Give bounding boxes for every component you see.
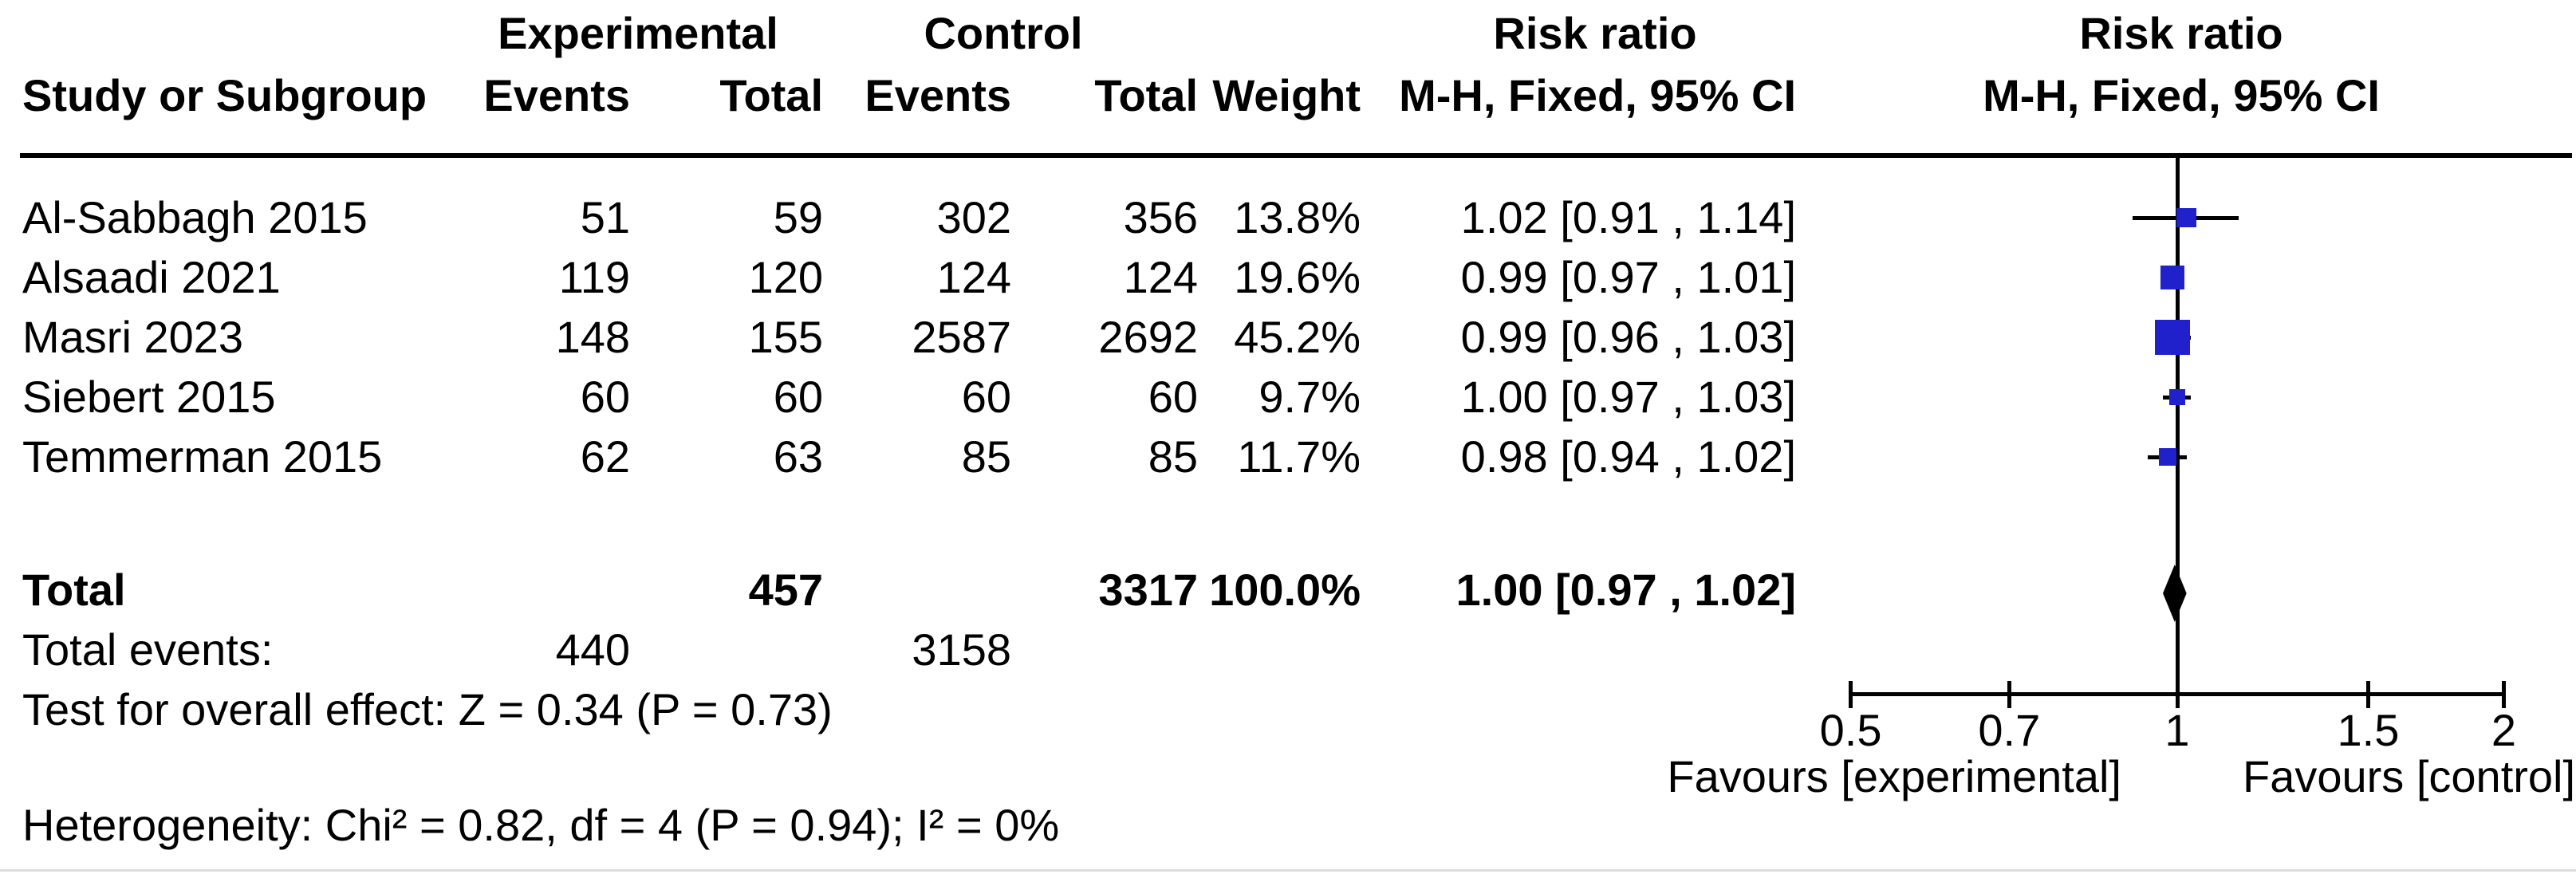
header-group-control: Control xyxy=(924,8,1083,58)
header-ctrl-events: Events xyxy=(865,70,1011,120)
study-ctrl-events: 2587 xyxy=(912,312,1011,362)
header-exp-events: Events xyxy=(483,70,630,120)
total-events-exp: 440 xyxy=(555,624,630,675)
bottom-rule xyxy=(0,869,2576,872)
axis-tick xyxy=(1849,681,1853,708)
no-effect-line xyxy=(2176,158,2180,695)
header-risk-ratio-plot: Risk ratio xyxy=(2079,8,2283,58)
favours-control-label: Favours [control] xyxy=(2243,751,2576,801)
axis-tick-label: 2 xyxy=(2491,705,2516,755)
study-exp-total: 59 xyxy=(773,192,823,242)
study-ctrl-events: 124 xyxy=(936,252,1011,302)
total-ctrl-total: 3317 xyxy=(1098,565,1198,615)
header-study-or-subgroup: Study or Subgroup xyxy=(22,70,427,120)
study-ctrl-total: 60 xyxy=(1148,372,1198,422)
header-weight: Weight xyxy=(1212,70,1361,120)
study-ctrl-total: 2692 xyxy=(1098,312,1198,362)
study-weight: 45.2% xyxy=(1234,312,1361,362)
axis-tick xyxy=(2365,681,2370,708)
study-weight: 13.8% xyxy=(1234,192,1361,242)
study-ctrl-total: 124 xyxy=(1123,252,1198,302)
effect-square xyxy=(2158,447,2177,467)
study-exp-events: 62 xyxy=(580,431,630,482)
effect-square xyxy=(2160,266,2184,289)
header-method-plot: M-H, Fixed, 95% CI xyxy=(1983,70,2380,120)
effect-square xyxy=(2176,207,2196,228)
study-weight: 9.7% xyxy=(1258,372,1361,422)
header-group-experimental: Experimental xyxy=(498,8,778,58)
study-name: Al-Sabbagh 2015 xyxy=(22,192,368,242)
effect-square xyxy=(2154,319,2191,356)
study-ci-text: 0.98 [0.94 , 1.02] xyxy=(1460,431,1796,482)
study-name: Masri 2023 xyxy=(22,312,244,362)
study-ctrl-events: 60 xyxy=(961,372,1011,422)
overall-effect-text: Test for overall effect: Z = 0.34 (P = 0… xyxy=(22,684,833,734)
axis-tick-label: 0.7 xyxy=(1978,705,2041,755)
total-exp-total: 457 xyxy=(748,565,823,615)
axis-tick-label: 0.5 xyxy=(1819,705,1882,755)
header-risk-ratio-stat: Risk ratio xyxy=(1493,8,1697,58)
study-exp-total: 120 xyxy=(748,252,823,302)
heterogeneity-text: Heterogeneity: Chi² = 0.82, df = 4 (P = … xyxy=(22,800,1060,850)
study-ctrl-total: 85 xyxy=(1148,431,1198,482)
header-separator-line xyxy=(20,153,2572,158)
study-ctrl-events: 85 xyxy=(961,431,1011,482)
study-exp-events: 119 xyxy=(558,252,630,302)
study-ci-text: 1.02 [0.91 , 1.14] xyxy=(1460,192,1796,242)
axis-tick-label: 1.5 xyxy=(2337,705,2400,755)
study-ci-text: 0.99 [0.96 , 1.03] xyxy=(1460,312,1796,362)
axis-tick-label: 1 xyxy=(2164,705,2190,755)
study-exp-total: 63 xyxy=(773,431,823,482)
axis-tick xyxy=(2007,681,2011,708)
header-method-stat: M-H, Fixed, 95% CI xyxy=(1399,70,1796,120)
study-exp-total: 60 xyxy=(773,372,823,422)
study-exp-total: 155 xyxy=(748,312,823,362)
study-name: Temmerman 2015 xyxy=(22,431,383,482)
favours-experimental-label: Favours [experimental] xyxy=(1667,751,2121,801)
header-exp-total: Total xyxy=(719,70,823,120)
study-exp-events: 148 xyxy=(555,312,630,362)
study-ci-text: 0.99 [0.97 , 1.01] xyxy=(1460,252,1796,302)
summary-diamond xyxy=(2163,565,2187,622)
study-weight: 11.7% xyxy=(1237,431,1361,482)
study-ctrl-events: 302 xyxy=(936,192,1011,242)
study-name: Alsaadi 2021 xyxy=(22,252,281,302)
effect-square xyxy=(2168,388,2186,406)
study-exp-events: 51 xyxy=(580,192,630,242)
header-ctrl-total: Total xyxy=(1094,70,1198,120)
total-ci-text: 1.00 [0.97 , 1.02] xyxy=(1455,565,1796,615)
total-events-label: Total events: xyxy=(22,624,274,675)
total-weight: 100.0% xyxy=(1209,565,1361,615)
study-name: Siebert 2015 xyxy=(22,372,276,422)
total-events-ctrl: 3158 xyxy=(912,624,1011,675)
axis-tick xyxy=(2501,681,2506,708)
study-weight: 19.6% xyxy=(1234,252,1361,302)
study-exp-events: 60 xyxy=(580,372,630,422)
study-ci-text: 1.00 [0.97 , 1.03] xyxy=(1460,372,1796,422)
axis-tick xyxy=(2175,681,2180,708)
total-label: Total xyxy=(22,565,126,615)
study-ctrl-total: 356 xyxy=(1123,192,1198,242)
